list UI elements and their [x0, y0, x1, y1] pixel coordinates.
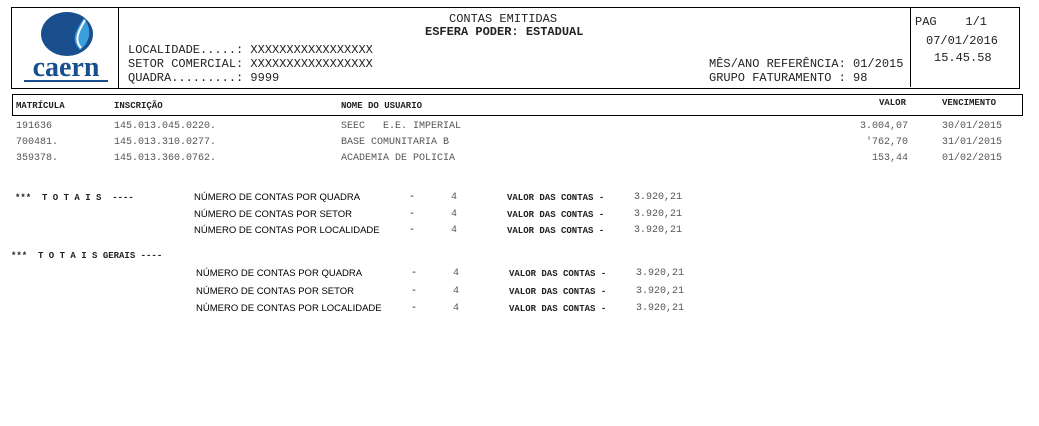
totals-dash: - [409, 225, 416, 236]
totals-dash: - [411, 268, 418, 279]
cell-nome: BASE COMUNITARIA B [341, 137, 450, 148]
cell-inscricao: 145.013.360.0762. [114, 153, 217, 164]
totais-label: *** T O T A I S ---- [15, 193, 134, 203]
grupo-faturamento: GRUPO FATURAMENTO : 98 [709, 71, 868, 85]
totals-valor: 3.920,21 [636, 268, 685, 279]
totals-valor-label: VALOR DAS CONTAS - [509, 304, 607, 314]
cell-matricula: 191636 [16, 121, 53, 132]
cell-inscricao: 145.013.310.0277. [114, 137, 217, 148]
totals-valor-label: VALOR DAS CONTAS - [507, 193, 605, 203]
svg-text:caern: caern [33, 52, 100, 83]
report-time: 15.45.58 [934, 51, 992, 65]
field-setor: SETOR COMERCIAL: XXXXXXXXXXXXXXXXX [128, 57, 373, 71]
cell-vencimento: 31/01/2015 [942, 137, 1003, 148]
field-value: XXXXXXXXXXXXXXXXX [250, 43, 373, 57]
cell-valor: 3.004,07 [859, 121, 908, 132]
divider [910, 7, 911, 87]
col-valor: VALOR [878, 98, 906, 108]
report-subtitle: ESFERA PODER: ESTADUAL [425, 25, 584, 39]
page-number: PAG 1/1 [915, 15, 988, 29]
totals-valor-label: VALOR DAS CONTAS - [507, 226, 605, 236]
totals-row-label: NÚMERO DE CONTAS POR QUADRA [194, 192, 361, 203]
cell-matricula: 700481. [16, 137, 59, 148]
column-header-box [12, 94, 1023, 116]
totals-dash: - [411, 303, 418, 314]
cell-valor: '762,70 [865, 137, 908, 148]
col-nome: NOME DO USUARIO [341, 101, 423, 111]
totals-valor: 3.920,21 [634, 209, 683, 220]
caern-logo: caern [18, 10, 114, 86]
divider [118, 7, 119, 89]
field-label: LOCALIDADE.....: [128, 43, 244, 57]
totals-valor-label: VALOR DAS CONTAS - [509, 287, 607, 297]
field-label: SETOR COMERCIAL: [128, 57, 244, 71]
mes-ano-referencia: MÊS/ANO REFERÊNCIA: 01/2015 [709, 57, 904, 71]
totals-valor-label: VALOR DAS CONTAS - [507, 210, 605, 220]
header-box [11, 7, 1020, 89]
totals-valor: 3.920,21 [636, 286, 685, 297]
totals-dash: - [409, 192, 416, 203]
cell-vencimento: 01/02/2015 [942, 153, 1003, 164]
totals-valor: 3.920,21 [634, 192, 683, 203]
totals-count: 4 [451, 192, 458, 203]
totals-valor: 3.920,21 [636, 303, 685, 314]
field-value: 9999 [250, 71, 280, 85]
totals-row-label: NÚMERO DE CONTAS POR QUADRA [196, 268, 363, 279]
field-localidade: LOCALIDADE.....: XXXXXXXXXXXXXXXXX [128, 43, 373, 57]
totais-gerais-label: *** T O T A I S GERAIS ---- [11, 251, 163, 261]
col-vencimento: VENCIMENTO [942, 98, 997, 108]
totals-count: 4 [451, 225, 458, 236]
totals-count: 4 [453, 303, 460, 314]
totals-row-label: NÚMERO DE CONTAS POR SETOR [194, 209, 352, 220]
col-inscricao: INSCRIÇÃO [114, 101, 163, 111]
totals-count: 4 [453, 286, 460, 297]
totals-dash: - [409, 209, 416, 220]
totals-row-label: NÚMERO DE CONTAS POR LOCALIDADE [196, 303, 382, 314]
totals-row-label: NÚMERO DE CONTAS POR LOCALIDADE [194, 225, 380, 236]
field-value: XXXXXXXXXXXXXXXXX [250, 57, 373, 71]
field-label: QUADRA.........: [128, 71, 244, 85]
totals-row-label: NÚMERO DE CONTAS POR SETOR [196, 286, 354, 297]
totals-valor: 3.920,21 [634, 225, 683, 236]
totals-valor-label: VALOR DAS CONTAS - [509, 269, 607, 279]
cell-valor: 153,44 [871, 153, 908, 164]
totals-dash: - [411, 286, 418, 297]
cell-inscricao: 145.013.045.0220. [114, 121, 217, 132]
cell-nome: SEEC E.E. IMPERIAL [341, 121, 462, 132]
cell-matricula: 359378. [16, 153, 59, 164]
report-date: 07/01/2016 [926, 34, 999, 48]
totals-count: 4 [453, 268, 460, 279]
totals-count: 4 [451, 209, 458, 220]
field-quadra: QUADRA.........: 9999 [128, 71, 279, 85]
cell-nome: ACADEMIA DE POLICIA [341, 153, 456, 164]
report-title: CONTAS EMITIDAS [449, 12, 558, 26]
col-matricula: MATRÍCULA [16, 101, 65, 111]
cell-vencimento: 30/01/2015 [942, 121, 1003, 132]
